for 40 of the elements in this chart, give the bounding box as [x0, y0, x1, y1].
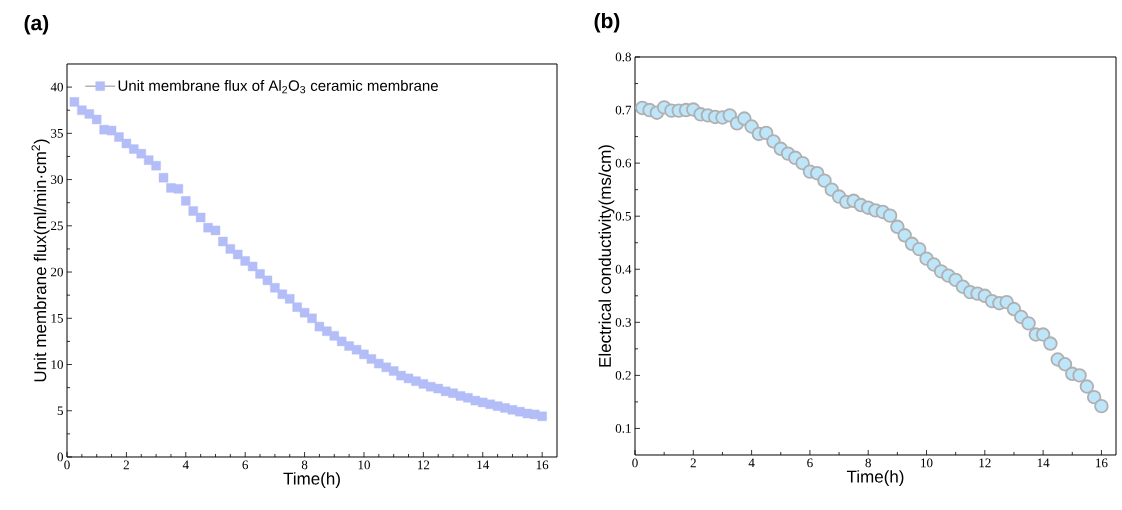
y-tick-label: 0.1	[615, 424, 631, 433]
y-axis-title: Unit membrane flux(ml/min·cm$^{2}$)	[31, 139, 50, 382]
chart-title: (b)	[594, 12, 620, 33]
y-tick-label: 0.5	[615, 211, 631, 221]
chart-title: (a)	[24, 14, 49, 35]
x-tick-label: 8	[865, 458, 871, 468]
legend-label: Unit membrane flux of Al$_{2}$O$_{3}$ ceramic membrane	[118, 79, 438, 94]
y-tick-label: 5	[57, 406, 63, 416]
y-axis-title: Electrical conductivity(ms/cm)	[598, 145, 615, 367]
x-axis-title: Time(h)	[283, 472, 340, 488]
x-axis-title: Time(h)	[846, 470, 904, 486]
x-tick-label: 14	[477, 460, 490, 470]
x-tick-label: 2	[123, 460, 129, 470]
x-tick-label: 12	[418, 460, 430, 470]
y-tick-label: 0.3	[615, 317, 631, 327]
y-tick-label: 0.8	[615, 52, 631, 62]
x-tick-label: 10	[921, 458, 933, 468]
y-tick-label: 10	[51, 360, 63, 369]
y-tick-label: 0.6	[615, 158, 632, 168]
x-tick-label: 12	[979, 458, 991, 468]
y-tick-label: 25	[51, 221, 63, 231]
x-tick-label: 8	[301, 460, 308, 470]
x-tick-label: 6	[807, 458, 813, 468]
y-tick-label: 35	[51, 128, 63, 138]
y-tick-label: 0.4	[615, 264, 632, 274]
x-tick-label: 16	[1096, 458, 1108, 468]
x-tick-label: 6	[242, 460, 249, 470]
x-tick-label: 0	[64, 460, 70, 470]
y-tick-label: 15	[51, 313, 63, 323]
x-tick-label: 16	[536, 460, 549, 470]
x-tick-label: 2	[690, 458, 696, 468]
x-tick-label: 10	[358, 460, 370, 470]
y-tick-label: 30	[51, 175, 63, 184]
x-tick-label: 4	[748, 458, 755, 468]
x-tick-label: 4	[182, 460, 189, 470]
y-tick-label: 0.7	[615, 105, 632, 115]
y-tick-label: 20	[51, 267, 63, 277]
y-tick-label: 40	[50, 82, 63, 92]
y-tick-label: 0.2	[615, 370, 631, 380]
x-tick-label: 14	[1037, 458, 1050, 468]
